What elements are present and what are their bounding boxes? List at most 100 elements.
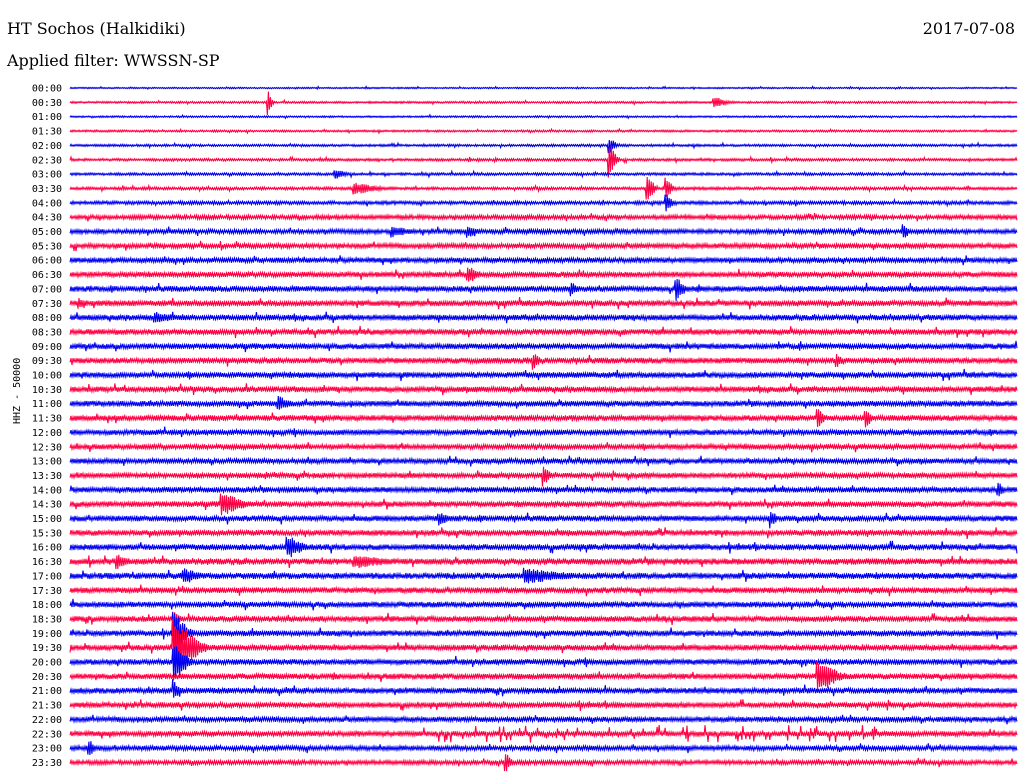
trace-row-1330: [69, 466, 1018, 487]
tick-label-0400: 04:00: [32, 198, 62, 209]
station-title: HT Sochos (Halkidiki): [7, 19, 186, 38]
tick-label-2300: 23:00: [32, 744, 62, 755]
tick-label-2030: 20:30: [32, 672, 62, 683]
trace-row-1800: [69, 598, 1018, 611]
trace-row-1700: [69, 567, 1018, 584]
tick-label-0700: 07:00: [32, 284, 62, 295]
trace-row-0700: [69, 278, 1018, 301]
trace-row-1930: [69, 618, 1018, 676]
trace-row-2330: [69, 754, 1018, 772]
trace-row-1600: [69, 536, 1018, 558]
tick-label-1100: 11:00: [32, 399, 62, 410]
tick-label-2130: 21:30: [32, 701, 62, 712]
tick-labels: 00:00 00:30 01:00 01:30 02:00 02:30 03:00 03:30…: [32, 84, 62, 769]
tick-label-0830: 08:30: [32, 327, 62, 338]
tick-label-0130: 01:30: [32, 127, 62, 138]
tick-label-2200: 22:00: [32, 715, 62, 726]
tick-label-1300: 13:00: [32, 457, 62, 468]
trace-row-1030: [69, 383, 1018, 396]
trace-row-1900: [69, 612, 1018, 650]
trace-row-1300: [69, 455, 1018, 467]
trace-row-2030: [69, 661, 1018, 691]
trace-row-0230: [69, 145, 1018, 178]
date-label: 2017-07-08: [922, 19, 1015, 38]
trace-row-1130: [69, 409, 1018, 428]
trace-row-1430: [69, 493, 1018, 516]
tick-label-0900: 09:00: [32, 342, 62, 353]
tick-label-0330: 03:30: [32, 184, 62, 195]
seismic-traces: [69, 85, 1018, 772]
trace-row-1230: [69, 442, 1018, 453]
trace-row-1530: [69, 527, 1018, 539]
tick-label-1930: 19:30: [32, 643, 62, 654]
trace-row-0930: [69, 354, 1018, 370]
trace-row-0430: [69, 212, 1018, 222]
tick-label-0100: 01:00: [32, 112, 62, 123]
trace-row-1100: [69, 395, 1018, 410]
tick-label-0200: 02:00: [32, 141, 62, 152]
tick-label-2100: 21:00: [32, 686, 62, 697]
trace-row-0830: [69, 325, 1018, 339]
trace-row-2100: [69, 679, 1018, 698]
tick-label-0800: 08:00: [32, 313, 62, 324]
trace-row-0500: [69, 224, 1018, 238]
trace-row-0300: [69, 169, 1018, 179]
trace-row-0900: [69, 340, 1018, 353]
trace-row-2230: [69, 724, 1018, 743]
tick-label-1030: 10:30: [32, 385, 62, 396]
tick-label-1230: 12:30: [32, 442, 62, 453]
trace-row-1000: [69, 368, 1018, 382]
tick-label-0000: 00:00: [32, 84, 62, 95]
trace-row-0530: [69, 240, 1018, 252]
trace-row-0200: [69, 139, 1018, 154]
tick-label-1800: 18:00: [32, 600, 62, 611]
tick-label-0430: 04:30: [32, 213, 62, 224]
tick-label-2230: 22:30: [32, 729, 62, 740]
trace-row-0630: [69, 267, 1018, 282]
trace-row-2200: [69, 714, 1018, 725]
trace-row-1400: [69, 482, 1018, 497]
tick-label-1430: 14:30: [32, 500, 62, 511]
tick-label-1630: 16:30: [32, 557, 62, 568]
tick-label-1500: 15:00: [32, 514, 62, 525]
tick-label-0500: 05:00: [32, 227, 62, 238]
tick-label-2000: 20:00: [32, 658, 62, 669]
trace-row-2300: [69, 741, 1018, 756]
tick-label-1530: 15:30: [32, 528, 62, 539]
tick-label-0300: 03:00: [32, 170, 62, 181]
trace-row-0000: [69, 85, 1018, 91]
tick-label-1830: 18:30: [32, 614, 62, 625]
trace-row-1830: [69, 611, 1018, 627]
tick-label-1400: 14:00: [32, 485, 62, 496]
trace-row-1200: [69, 426, 1018, 438]
trace-row-0330: [69, 176, 1018, 200]
tick-label-0600: 06:00: [32, 256, 62, 267]
tick-label-0630: 06:30: [32, 270, 62, 281]
trace-row-1730: [69, 584, 1018, 597]
tick-label-2330: 23:30: [32, 758, 62, 769]
tick-label-0530: 05:30: [32, 241, 62, 252]
tick-label-0730: 07:30: [32, 299, 62, 310]
trace-row-0100: [69, 113, 1018, 120]
trace-row-0400: [69, 194, 1018, 212]
filter-label: Applied filter: WWSSN-SP: [7, 51, 220, 70]
tick-label-1000: 10:00: [32, 371, 62, 382]
tick-label-0230: 02:30: [32, 155, 62, 166]
trace-row-0730: [69, 297, 1018, 310]
tick-label-1900: 19:00: [32, 629, 62, 640]
trace-row-2000: [69, 646, 1018, 680]
tick-label-1130: 11:30: [32, 414, 62, 425]
tick-label-0930: 09:30: [32, 356, 62, 367]
tick-label-1200: 12:00: [32, 428, 62, 439]
trace-row-2130: [69, 699, 1018, 711]
tick-label-1730: 17:30: [32, 586, 62, 597]
trace-row-0030: [69, 91, 1018, 116]
trace-row-1630: [69, 554, 1018, 570]
trace-row-0800: [69, 311, 1018, 324]
trace-row-0600: [69, 255, 1018, 266]
tick-label-1700: 17:00: [32, 571, 62, 582]
tick-label-0030: 00:30: [32, 98, 62, 109]
tick-label-1330: 13:30: [32, 471, 62, 482]
trace-row-0130: [69, 127, 1018, 135]
